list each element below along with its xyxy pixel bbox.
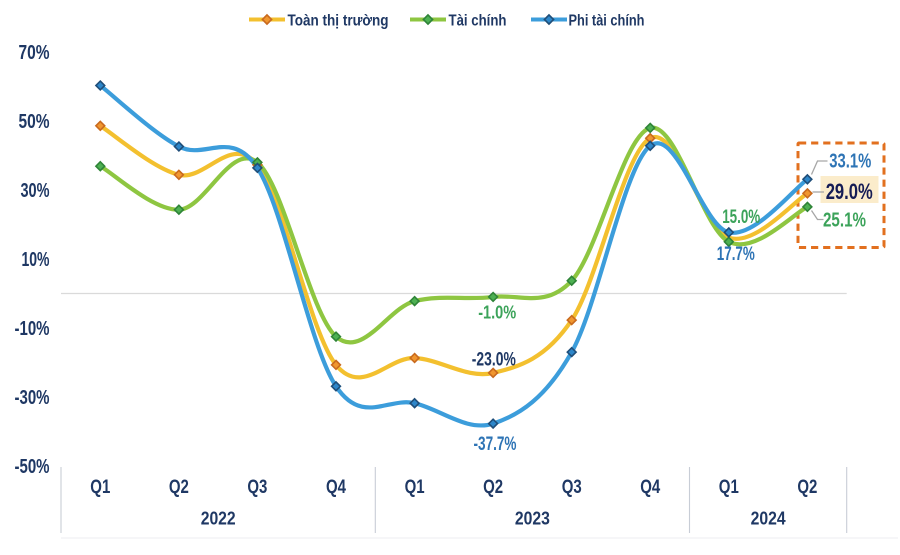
svg-text:Q3: Q3 [562, 477, 582, 498]
svg-text:Q2: Q2 [169, 477, 189, 498]
svg-text:Q1: Q1 [405, 477, 425, 498]
svg-text:15.0%: 15.0% [722, 207, 760, 228]
svg-text:2022: 2022 [201, 509, 236, 529]
svg-text:Toàn thị trường: Toàn thị trường [288, 12, 389, 29]
svg-text:-10%: -10% [15, 318, 50, 340]
svg-text:Phi tài chính: Phi tài chính [569, 12, 645, 29]
svg-text:-50%: -50% [15, 456, 50, 478]
svg-text:-37.7%: -37.7% [474, 434, 517, 455]
svg-text:2023: 2023 [515, 509, 550, 529]
svg-text:50%: 50% [19, 111, 50, 133]
svg-text:25.1%: 25.1% [823, 209, 866, 231]
svg-text:29.0%: 29.0% [826, 179, 873, 204]
svg-text:Q4: Q4 [326, 477, 346, 498]
svg-text:33.1%: 33.1% [829, 150, 871, 172]
svg-text:30%: 30% [21, 180, 50, 202]
svg-text:10%: 10% [22, 249, 50, 271]
svg-text:Q3: Q3 [247, 477, 267, 498]
svg-text:2024: 2024 [751, 509, 786, 529]
svg-text:Tài chính: Tài chính [449, 12, 507, 29]
svg-text:-30%: -30% [15, 387, 50, 409]
svg-text:Q2: Q2 [483, 477, 503, 498]
svg-text:-23.0%: -23.0% [472, 350, 516, 371]
svg-text:Q2: Q2 [797, 477, 817, 498]
svg-text:-1.0%: -1.0% [478, 303, 516, 323]
svg-text:Q1: Q1 [719, 477, 739, 498]
svg-text:17.7%: 17.7% [717, 244, 755, 265]
svg-text:Q4: Q4 [640, 477, 660, 498]
svg-text:70%: 70% [19, 42, 50, 64]
svg-text:Q1: Q1 [90, 477, 110, 498]
